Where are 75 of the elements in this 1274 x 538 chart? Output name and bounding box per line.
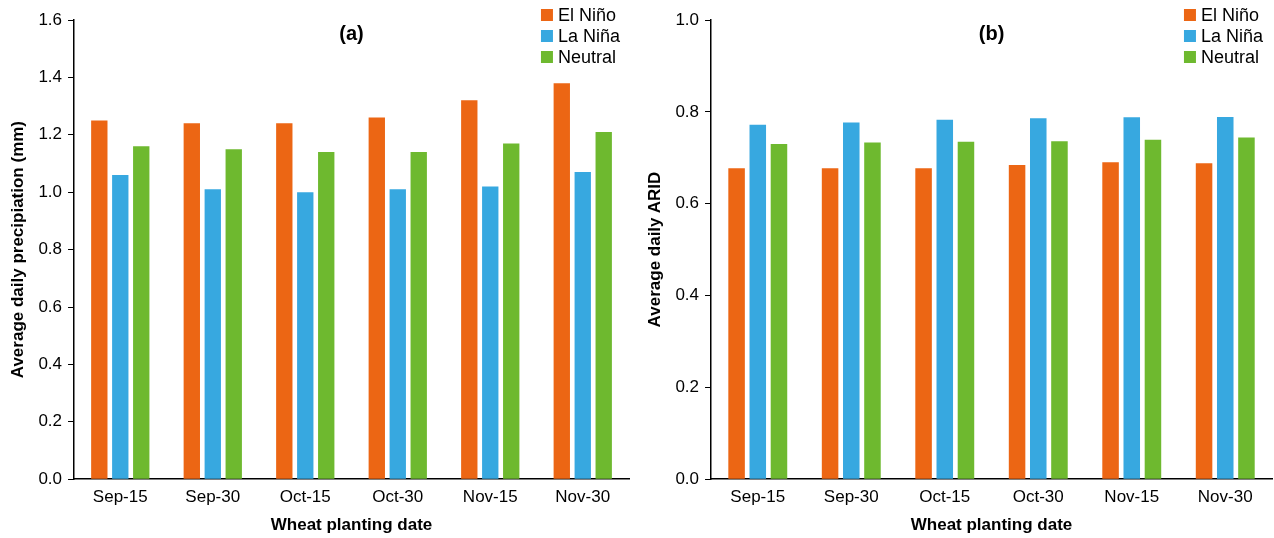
x-tick-label: Oct-30 xyxy=(372,487,424,507)
x-tick-label: Oct-15 xyxy=(279,487,331,507)
legend-label: La Niña xyxy=(1200,25,1264,46)
bar xyxy=(821,168,839,479)
bar xyxy=(1123,117,1141,479)
x-axis-title: Wheat planting date xyxy=(910,515,1073,535)
y-tick-label: 0.6 xyxy=(38,296,63,316)
bar xyxy=(112,174,129,479)
bar xyxy=(1144,139,1162,479)
bar xyxy=(574,172,591,479)
y-tick-label: 1.4 xyxy=(38,67,63,87)
y-tick-label: 0.4 xyxy=(675,285,700,305)
y-axis-title: Average daily precipiation (mm) xyxy=(7,120,27,379)
bar xyxy=(1195,163,1213,479)
bar xyxy=(770,143,788,479)
x-tick-label: Sep-30 xyxy=(823,487,879,507)
x-tick-label: Oct-30 xyxy=(1012,487,1064,507)
bar xyxy=(482,186,499,479)
bar xyxy=(864,142,881,479)
y-axis-title: Average daily ARID xyxy=(644,171,664,328)
x-tick-label: Nov-15 xyxy=(1104,487,1160,507)
bar xyxy=(503,143,520,479)
bar xyxy=(410,152,427,479)
bar xyxy=(1030,118,1047,479)
y-tick-label: 0.8 xyxy=(38,239,63,259)
bar xyxy=(297,192,314,479)
legend-label: El Niño xyxy=(557,4,616,25)
x-tick-label: Sep-15 xyxy=(92,487,148,507)
y-tick-label: 0.4 xyxy=(38,354,63,374)
bar xyxy=(204,189,221,479)
y-tick-label: 0.2 xyxy=(675,377,700,397)
y-tick-label: 0.0 xyxy=(675,468,700,488)
bar xyxy=(183,123,200,479)
y-tick-label: 0.8 xyxy=(675,101,700,121)
bar xyxy=(133,146,150,479)
legend-label: Neutral xyxy=(557,46,616,67)
bar xyxy=(728,168,745,479)
x-tick-label: Nov-30 xyxy=(1197,487,1253,507)
y-tick-label: 1.2 xyxy=(38,124,63,144)
y-tick-label: 1.6 xyxy=(38,9,63,29)
x-axis-title: Wheat planting date xyxy=(270,515,433,535)
x-tick-label: Sep-30 xyxy=(185,487,241,507)
bar xyxy=(936,119,954,479)
bar xyxy=(276,123,293,479)
bar xyxy=(957,141,975,479)
bar xyxy=(1238,137,1255,479)
x-tick-label: Sep-15 xyxy=(730,487,786,507)
y-tick-label: 0.2 xyxy=(38,411,63,431)
bar xyxy=(915,168,932,479)
bar xyxy=(843,122,860,479)
x-tick-label: Nov-15 xyxy=(462,487,518,507)
bar xyxy=(461,100,478,479)
legend-label: Neutral xyxy=(1200,46,1259,67)
bar xyxy=(595,131,612,479)
x-tick-label: Oct-15 xyxy=(919,487,971,507)
bar xyxy=(389,189,406,479)
y-tick-label: 0.6 xyxy=(675,193,700,213)
bar xyxy=(1216,116,1234,479)
bar xyxy=(1051,141,1068,479)
bar xyxy=(1008,165,1026,479)
legend-label: La Niña xyxy=(557,25,621,46)
bar xyxy=(91,120,108,479)
y-tick-label: 0.0 xyxy=(38,468,63,488)
legend-label: El Niño xyxy=(1200,4,1259,25)
bar xyxy=(368,117,385,479)
y-tick-label: 1.0 xyxy=(38,181,63,201)
y-tick-label: 1.0 xyxy=(675,9,700,29)
bar xyxy=(553,83,570,479)
chart-title: (b) xyxy=(978,21,1005,44)
bar xyxy=(1102,162,1119,479)
bar xyxy=(318,152,335,479)
x-tick-label: Nov-30 xyxy=(555,487,611,507)
chart-title: (a) xyxy=(339,21,364,44)
bar xyxy=(749,124,767,479)
bar xyxy=(225,149,242,479)
